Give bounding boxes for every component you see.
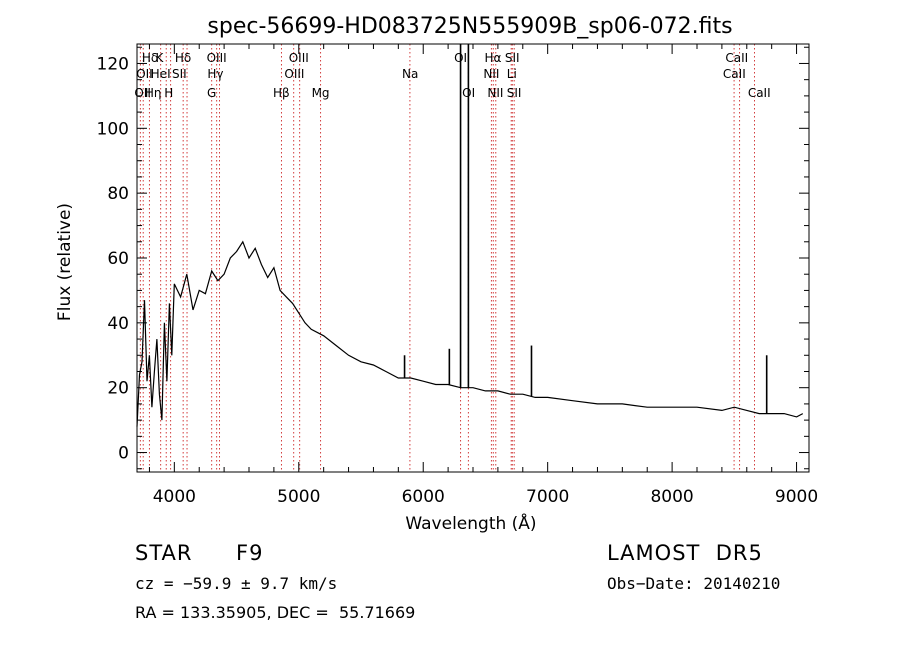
axes: 4000 5000 6000 7000 8000 9000 0 20 40 60 80 100 120 [97,44,818,507]
y-tick-label: 120 [97,54,129,74]
coordinates: RA = 133.35905, DEC = 55.71669 [135,603,416,622]
spectrum-series [136,44,804,427]
y-tick-label: 0 [118,444,129,464]
x-tick-label: 4000 [153,487,196,507]
line-label: OIII [207,51,227,65]
survey-name: LAMOST DR5 [607,541,763,565]
line-label: CaII [723,67,746,81]
plot-frame [136,43,810,473]
object-class: STAR [135,541,193,565]
y-tick-label: 100 [97,119,129,139]
line-label: Hα [484,51,501,65]
velocity-readout: cz = −59.9 ± 9.7 km/s [135,574,338,593]
line-label: K [155,51,164,65]
line-label: OIII [284,67,304,81]
line-label: H [164,86,173,100]
line-label: Hβ [273,86,290,100]
line-label: OIII [289,51,309,65]
observation-date: Obs−Date: 20140210 [607,574,781,593]
line-label: CaII [748,86,771,100]
spectrum-line [136,240,804,427]
spectrum-chart: spec-56699-HD083725N555909B_sp06-072.fit… [55,14,818,534]
line-label: CaII [725,51,748,65]
line-label: NII [487,86,503,100]
x-tick-label: 9000 [775,487,818,507]
line-label: OII [136,67,153,81]
emission-line-markers [139,44,755,472]
line-label: Hδ [175,51,191,65]
x-tick-label: 6000 [402,487,445,507]
x-tick-label: 5000 [277,487,320,507]
y-tick-label: 80 [107,184,129,204]
line-label: HeI [151,67,171,81]
line-label: SII [505,51,520,65]
line-label: Na [402,67,418,81]
line-label: SII [507,86,522,100]
y-tick-label: 60 [107,249,129,269]
line-label: Hη [145,86,162,100]
x-axis-label: Wavelength (Å) [405,512,536,534]
line-label: Hγ [207,67,223,81]
subclass: F9 [236,541,264,565]
line-label: SII [172,67,187,81]
chart-title: spec-56699-HD083725N555909B_sp06-072.fit… [207,14,732,39]
x-tick-label: 7000 [526,487,569,507]
line-label: G [207,86,216,100]
line-label: OII [134,86,151,100]
line-label: NII [483,67,499,81]
y-tick-label: 20 [107,379,129,399]
y-axis-label: Flux (relative) [55,203,75,321]
x-tick-label: 8000 [650,487,693,507]
line-label: Hδ [142,51,158,65]
line-label: Mg [312,86,330,100]
line-label: Li [507,67,517,81]
y-tick-label: 40 [107,314,129,334]
